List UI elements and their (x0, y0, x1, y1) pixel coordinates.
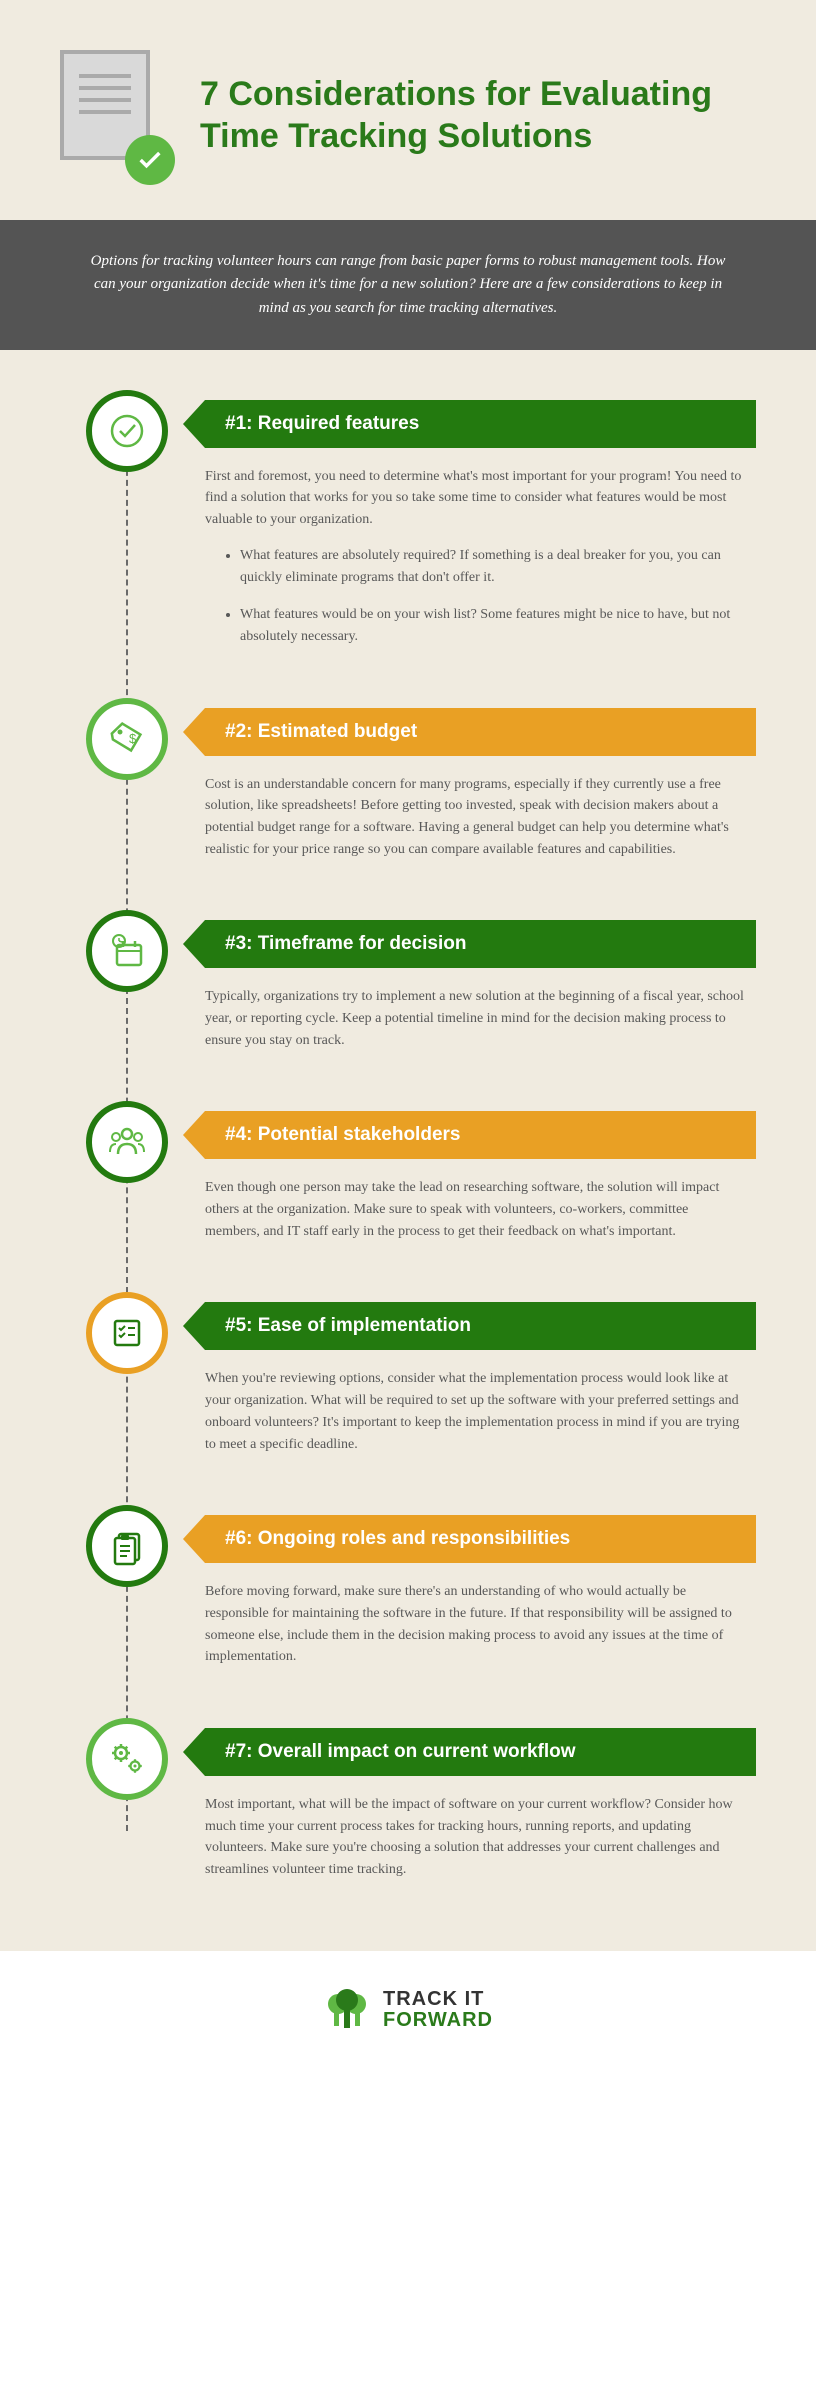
bullet: What features would be on your wish list… (240, 604, 746, 647)
item-heading-bar: #1: Required features (205, 400, 756, 448)
check-icon (86, 390, 168, 472)
consideration-item: #3: Timeframe for decision Typically, org… (0, 920, 816, 1051)
item-paragraph: Before moving forward, make sure there's… (205, 1581, 746, 1668)
consideration-item: #5: Ease of implementation When you're re… (0, 1302, 816, 1455)
clipboard-icon (86, 1505, 168, 1587)
item-heading-bar: #4: Potential stakeholders (205, 1111, 756, 1159)
footer: TRACK IT FORWARD (0, 1951, 816, 2084)
people-icon (86, 1101, 168, 1183)
items-container: #1: Required features First and foremost,… (0, 350, 816, 1951)
item-paragraph: Even though one person may take the lead… (205, 1177, 746, 1242)
item-heading-bar: #2: Estimated budget (205, 708, 756, 756)
header: 7 Considerations for Evaluating Time Tra… (0, 0, 816, 220)
intro-band: Options for tracking volunteer hours can… (0, 220, 816, 350)
item-paragraph: Cost is an understandable concern for ma… (205, 774, 746, 861)
consideration-item: #7: Overall impact on current workflow Mo… (0, 1728, 816, 1881)
item-bullets: What features are absolutely required? I… (240, 545, 746, 648)
logo-line2: FORWARD (383, 2010, 493, 2031)
item-paragraph: When you're reviewing options, consider … (205, 1368, 746, 1455)
item-heading-bar: #6: Ongoing roles and responsibilities (205, 1515, 756, 1563)
brand-logo: TRACK IT FORWARD (323, 1986, 493, 2034)
page-title: 7 Considerations for Evaluating Time Tra… (200, 73, 756, 158)
consideration-item: #6: Ongoing roles and responsibilities Be… (0, 1515, 816, 1668)
item-paragraph: Most important, what will be the impact … (205, 1794, 746, 1881)
tree-icon (323, 1986, 371, 2034)
item-body: Most important, what will be the impact … (205, 1776, 746, 1881)
calendar-icon (86, 910, 168, 992)
document-check-icon (60, 50, 170, 180)
item-paragraph: Typically, organizations try to implemen… (205, 986, 746, 1051)
item-body: Even though one person may take the lead… (205, 1159, 746, 1242)
item-body: When you're reviewing options, consider … (205, 1350, 746, 1455)
infographic-page: 7 Considerations for Evaluating Time Tra… (0, 0, 816, 2084)
logo-line1: TRACK IT (383, 1989, 493, 2010)
bullet: What features are absolutely required? I… (240, 545, 746, 588)
gears-icon (86, 1718, 168, 1800)
item-body: Typically, organizations try to implemen… (205, 968, 746, 1051)
item-paragraph: First and foremost, you need to determin… (205, 466, 746, 531)
consideration-item: #1: Required features First and foremost,… (0, 400, 816, 648)
item-heading-bar: #3: Timeframe for decision (205, 920, 756, 968)
list-icon (86, 1292, 168, 1374)
consideration-item: #4: Potential stakeholders Even though on… (0, 1111, 816, 1242)
item-body: Cost is an understandable concern for ma… (205, 756, 746, 861)
item-heading-bar: #5: Ease of implementation (205, 1302, 756, 1350)
item-body: First and foremost, you need to determin… (205, 448, 746, 648)
item-heading-bar: #7: Overall impact on current workflow (205, 1728, 756, 1776)
tag-icon (86, 698, 168, 780)
item-body: Before moving forward, make sure there's… (205, 1563, 746, 1668)
consideration-item: #2: Estimated budget Cost is an understan… (0, 708, 816, 861)
